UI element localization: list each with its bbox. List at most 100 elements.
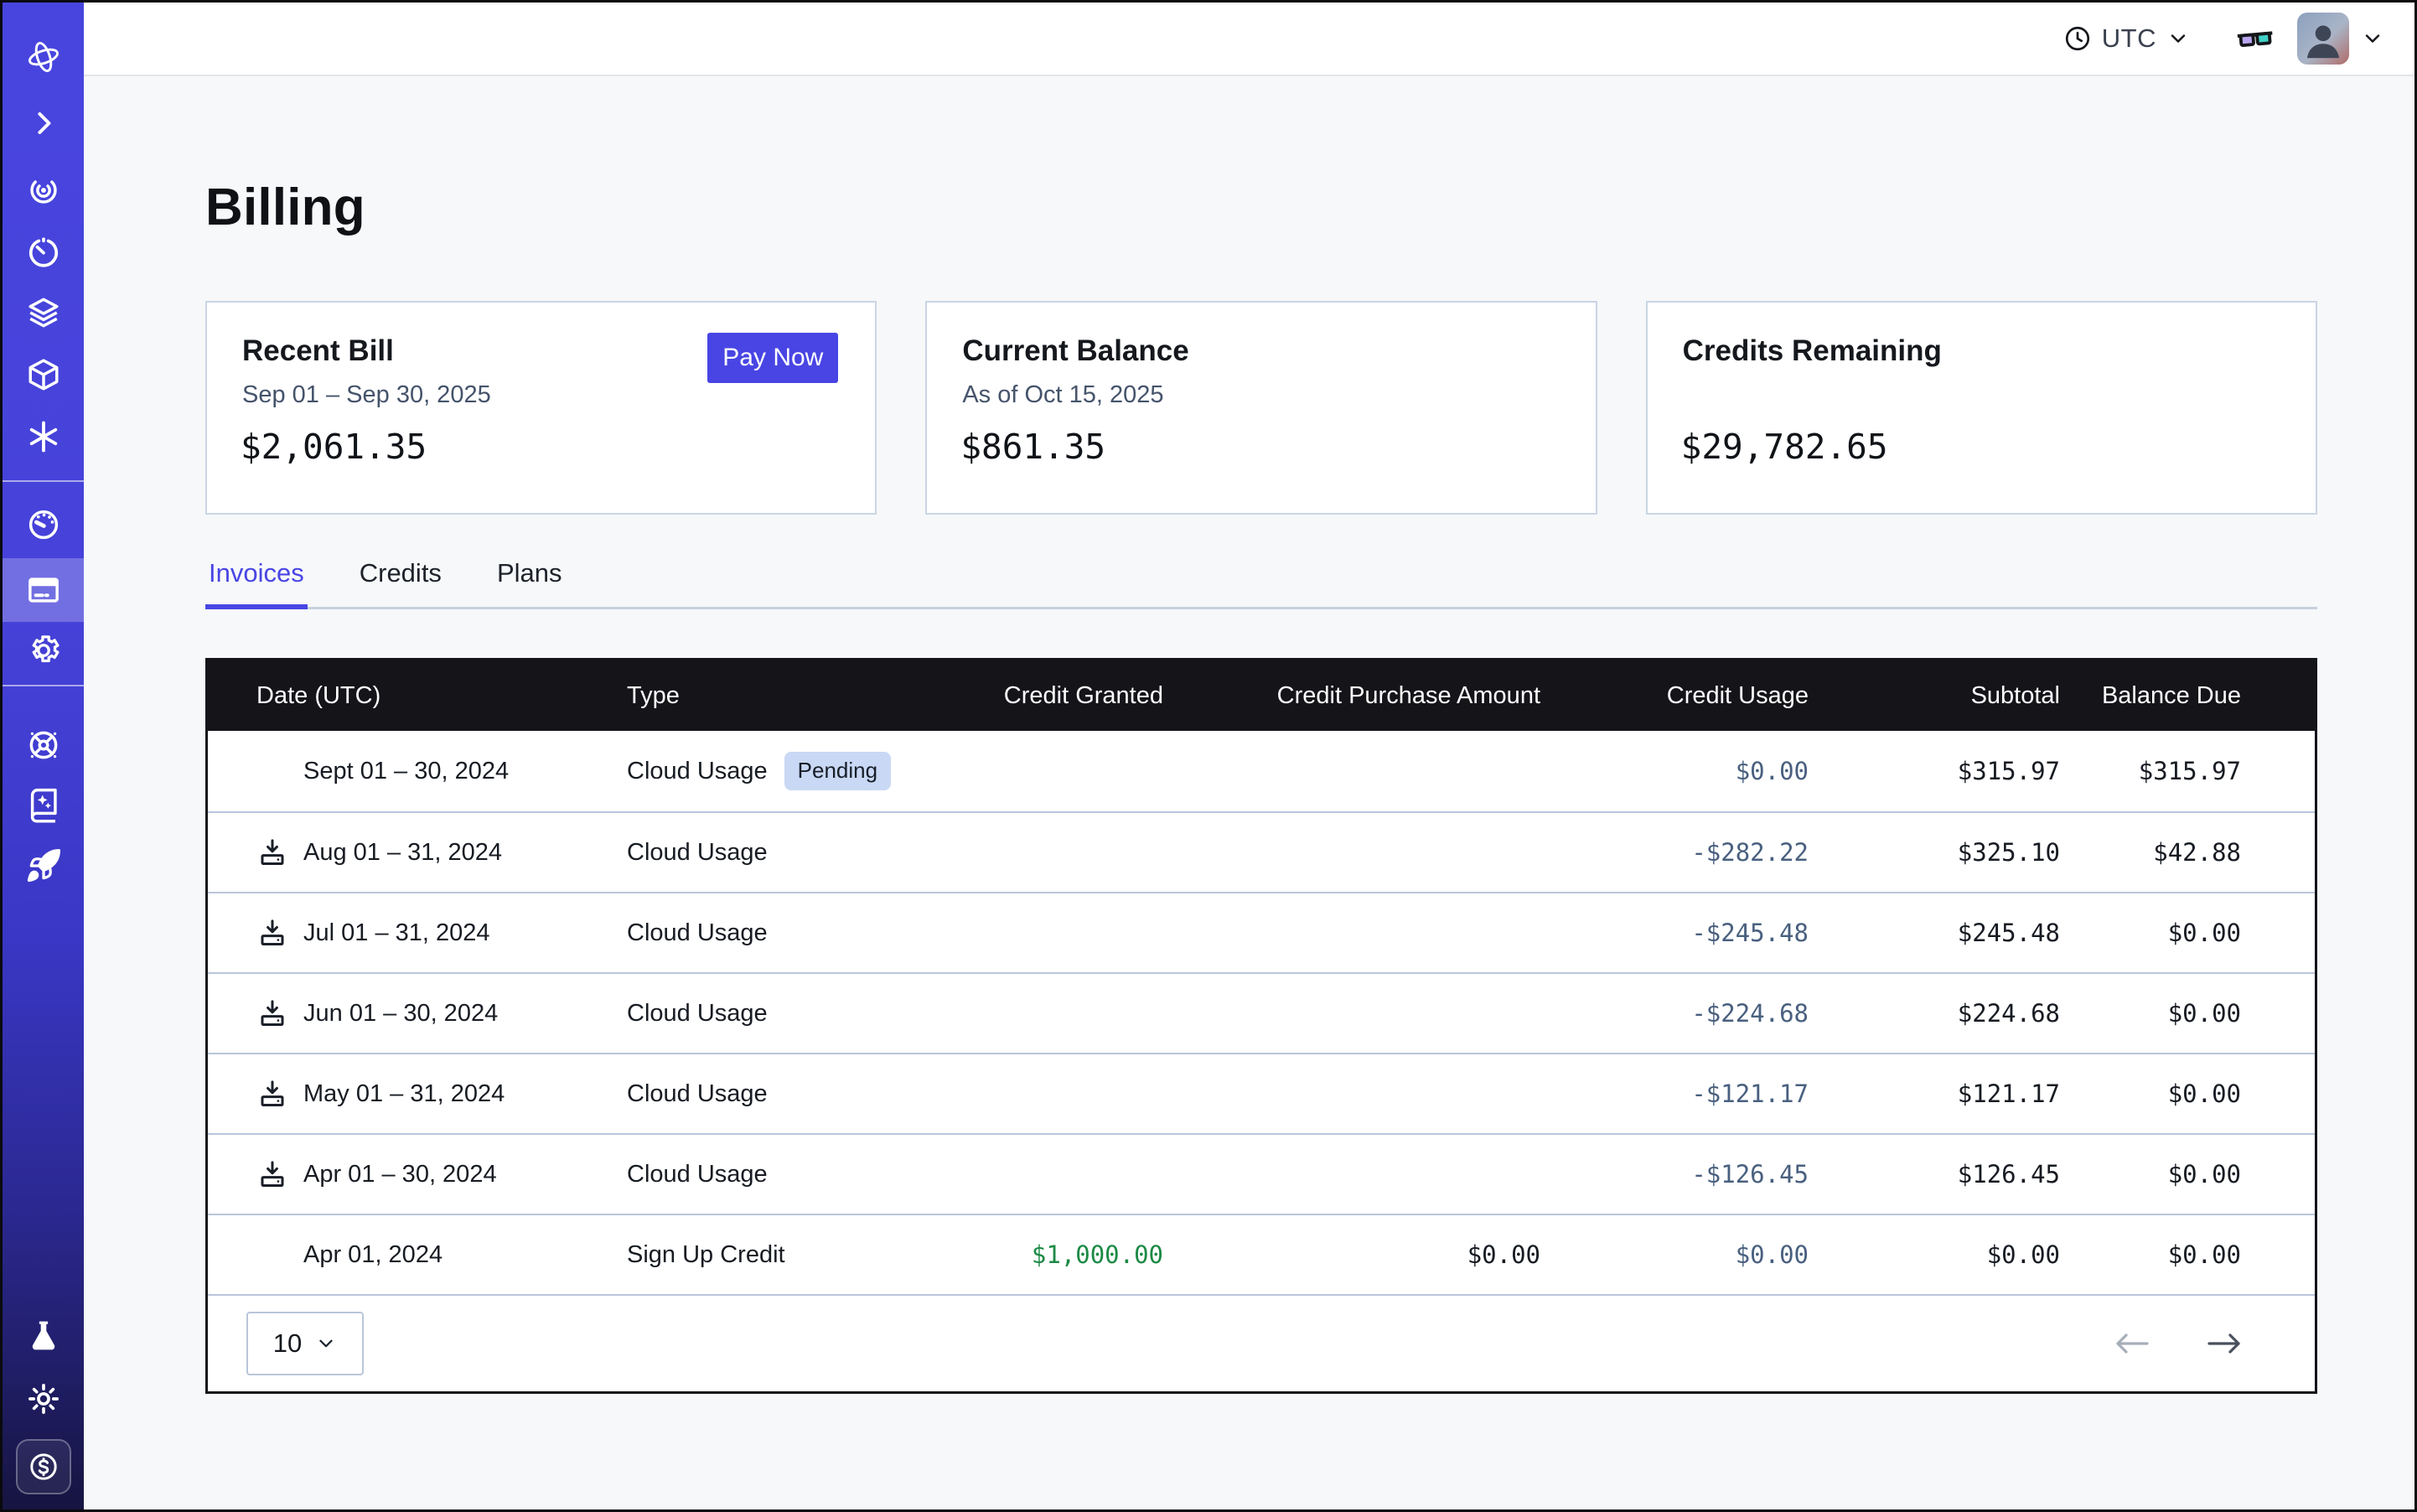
col-header-type: Type [627, 682, 962, 710]
billing-page: Billing Recent Bill Sep 01 – Sep 30, 202… [84, 76, 2414, 1509]
main-area: UTC [84, 3, 2414, 1509]
credit-usage-value: -$282.22 [1540, 838, 1809, 867]
tab-invoices[interactable]: Invoices [205, 558, 308, 609]
table-header-row: Date (UTC) Type Credit Granted Credit Pu… [208, 660, 2315, 731]
sidebar-divider [3, 685, 84, 686]
download-icon [257, 837, 287, 867]
sidebar-item-docs-book-sparkle-icon[interactable] [24, 786, 63, 825]
sidebar-item-usage-gauge-icon[interactable] [24, 505, 63, 544]
invoice-date: Jul 01 – 31, 2024 [303, 919, 490, 947]
credit-usage-value: $0.00 [1540, 1240, 1809, 1269]
reader-glasses-button[interactable] [2235, 22, 2275, 55]
sidebar [3, 3, 84, 1509]
subtotal-value: $224.68 [1809, 999, 2060, 1028]
chevron-down-icon [315, 1333, 337, 1354]
timezone-selector[interactable]: UTC [2063, 23, 2190, 54]
avatar[interactable] [2297, 13, 2349, 65]
summary-cards: Recent Bill Sep 01 – Sep 30, 2025 $2,061… [205, 301, 2317, 515]
sidebar-item-cube-icon[interactable] [24, 355, 63, 394]
card-title: Credits Remaining [1683, 334, 1942, 368]
sidebar-item-billing-icon[interactable] [24, 571, 63, 609]
dollar-badge-icon [26, 1449, 61, 1484]
balance-due-value: $0.00 [2060, 919, 2315, 947]
sidebar-item-timer-icon[interactable] [24, 233, 63, 272]
card-title: Recent Bill [242, 334, 394, 368]
clock-icon [2063, 24, 2092, 53]
sidebar-item-settings-gear-icon[interactable] [24, 631, 63, 670]
table-row: May 01 – 31, 2024 Cloud Usage -$121.17 $… [208, 1053, 2315, 1133]
topbar: UTC [84, 3, 2414, 76]
subtotal-value: $0.00 [1809, 1240, 2060, 1269]
balance-due-value: $0.00 [2060, 1240, 2315, 1269]
current-balance-card: Current Balance As of Oct 15, 2025 $861.… [925, 301, 1597, 515]
sidebar-item-theme-sun-icon[interactable] [24, 1380, 63, 1418]
balance-as-of-date: As of Oct 15, 2025 [962, 381, 1163, 409]
credits-remaining-amount: $29,782.65 [1681, 427, 1888, 467]
subtotal-value: $121.17 [1809, 1080, 2060, 1108]
invoice-type: Cloud Usage [627, 1000, 962, 1028]
page-size-select[interactable]: 10 [246, 1312, 364, 1375]
sidebar-item-asterisk-icon[interactable] [24, 417, 63, 456]
download-icon [257, 918, 287, 948]
pay-now-button[interactable]: Pay Now [707, 333, 838, 383]
tab-credits[interactable]: Credits [356, 558, 445, 607]
user-menu[interactable] [2297, 13, 2384, 65]
sidebar-item-labs-flask-icon[interactable] [24, 1318, 63, 1356]
sidebar-divider [3, 480, 84, 482]
invoice-type: Cloud Usage [627, 758, 768, 785]
page-title: Billing [205, 177, 2317, 239]
previous-page-arrow-icon[interactable] [2112, 1330, 2152, 1357]
invoice-type: Cloud Usage [627, 1161, 962, 1188]
credit-purchase-value: $0.00 [1163, 1240, 1540, 1269]
subtotal-value: $325.10 [1809, 838, 2060, 867]
credit-usage-value: -$121.17 [1540, 1080, 1809, 1108]
table-row: Sept 01 – 30, 2024 Cloud UsagePending $0… [208, 731, 2315, 811]
tab-plans[interactable]: Plans [494, 558, 566, 607]
table-row: Apr 01 – 30, 2024 Cloud Usage -$126.45 $… [208, 1133, 2315, 1214]
sidebar-item-ship-wheel-icon[interactable] [24, 726, 63, 764]
balance-due-value: $0.00 [2060, 1160, 2315, 1188]
table-row: Jul 01 – 31, 2024 Cloud Usage -$245.48 $… [208, 892, 2315, 972]
download-invoice-button[interactable] [256, 917, 288, 949]
balance-due-value: $0.00 [2060, 1080, 2315, 1108]
download-icon [257, 998, 287, 1028]
balance-due-value: $42.88 [2060, 838, 2315, 867]
credit-granted-value: $1,000.00 [962, 1240, 1163, 1269]
balance-due-value: $0.00 [2060, 999, 2315, 1028]
table-row: Aug 01 – 31, 2024 Cloud Usage -$282.22 $… [208, 811, 2315, 892]
invoice-type: Cloud Usage [627, 919, 962, 947]
sidebar-item-layers-icon[interactable] [24, 293, 63, 332]
invoices-table: Date (UTC) Type Credit Granted Credit Pu… [205, 658, 2317, 1394]
orbit-logo-icon[interactable] [24, 38, 63, 76]
download-invoice-button[interactable] [256, 1158, 288, 1190]
download-invoice-button[interactable] [256, 1078, 288, 1110]
download-icon [257, 1079, 287, 1109]
sidebar-item-observability-spiral-icon[interactable] [24, 171, 63, 210]
download-invoice-button[interactable] [256, 836, 288, 868]
download-icon [257, 1159, 287, 1189]
billing-tabs: Invoices Credits Plans [205, 558, 2317, 609]
col-header-credit-purchase: Credit Purchase Amount [1163, 682, 1540, 710]
next-page-arrow-icon[interactable] [2204, 1330, 2244, 1357]
sidebar-expand-chevron-right-icon[interactable] [24, 104, 63, 142]
col-header-balance-due: Balance Due [2060, 682, 2315, 710]
glasses-icon [2235, 22, 2275, 55]
credit-usage-value: $0.00 [1540, 757, 1809, 785]
avatar-person-icon [2297, 13, 2349, 65]
chevron-down-icon [2166, 27, 2190, 50]
recent-bill-amount: $2,061.35 [241, 427, 427, 467]
col-header-credit-granted: Credit Granted [962, 682, 1163, 710]
invoice-type: Sign Up Credit [627, 1241, 962, 1269]
invoice-date: Apr 01 – 30, 2024 [303, 1161, 497, 1188]
invoice-date: May 01 – 31, 2024 [303, 1080, 505, 1108]
download-invoice-button[interactable] [256, 997, 288, 1029]
col-header-subtotal: Subtotal [1809, 682, 2060, 710]
credits-remaining-card: Credits Remaining $29,782.65 [1646, 301, 2317, 515]
billing-period: Sep 01 – Sep 30, 2025 [242, 381, 491, 409]
sidebar-item-rocket-icon[interactable] [24, 847, 63, 885]
billing-credits-button[interactable] [16, 1439, 71, 1494]
app-window: UTC [0, 0, 2417, 1512]
invoice-type: Cloud Usage [627, 1080, 962, 1108]
table-row: Apr 01, 2024 Sign Up Credit $1,000.00 $0… [208, 1214, 2315, 1294]
credit-usage-value: -$126.45 [1540, 1160, 1809, 1188]
